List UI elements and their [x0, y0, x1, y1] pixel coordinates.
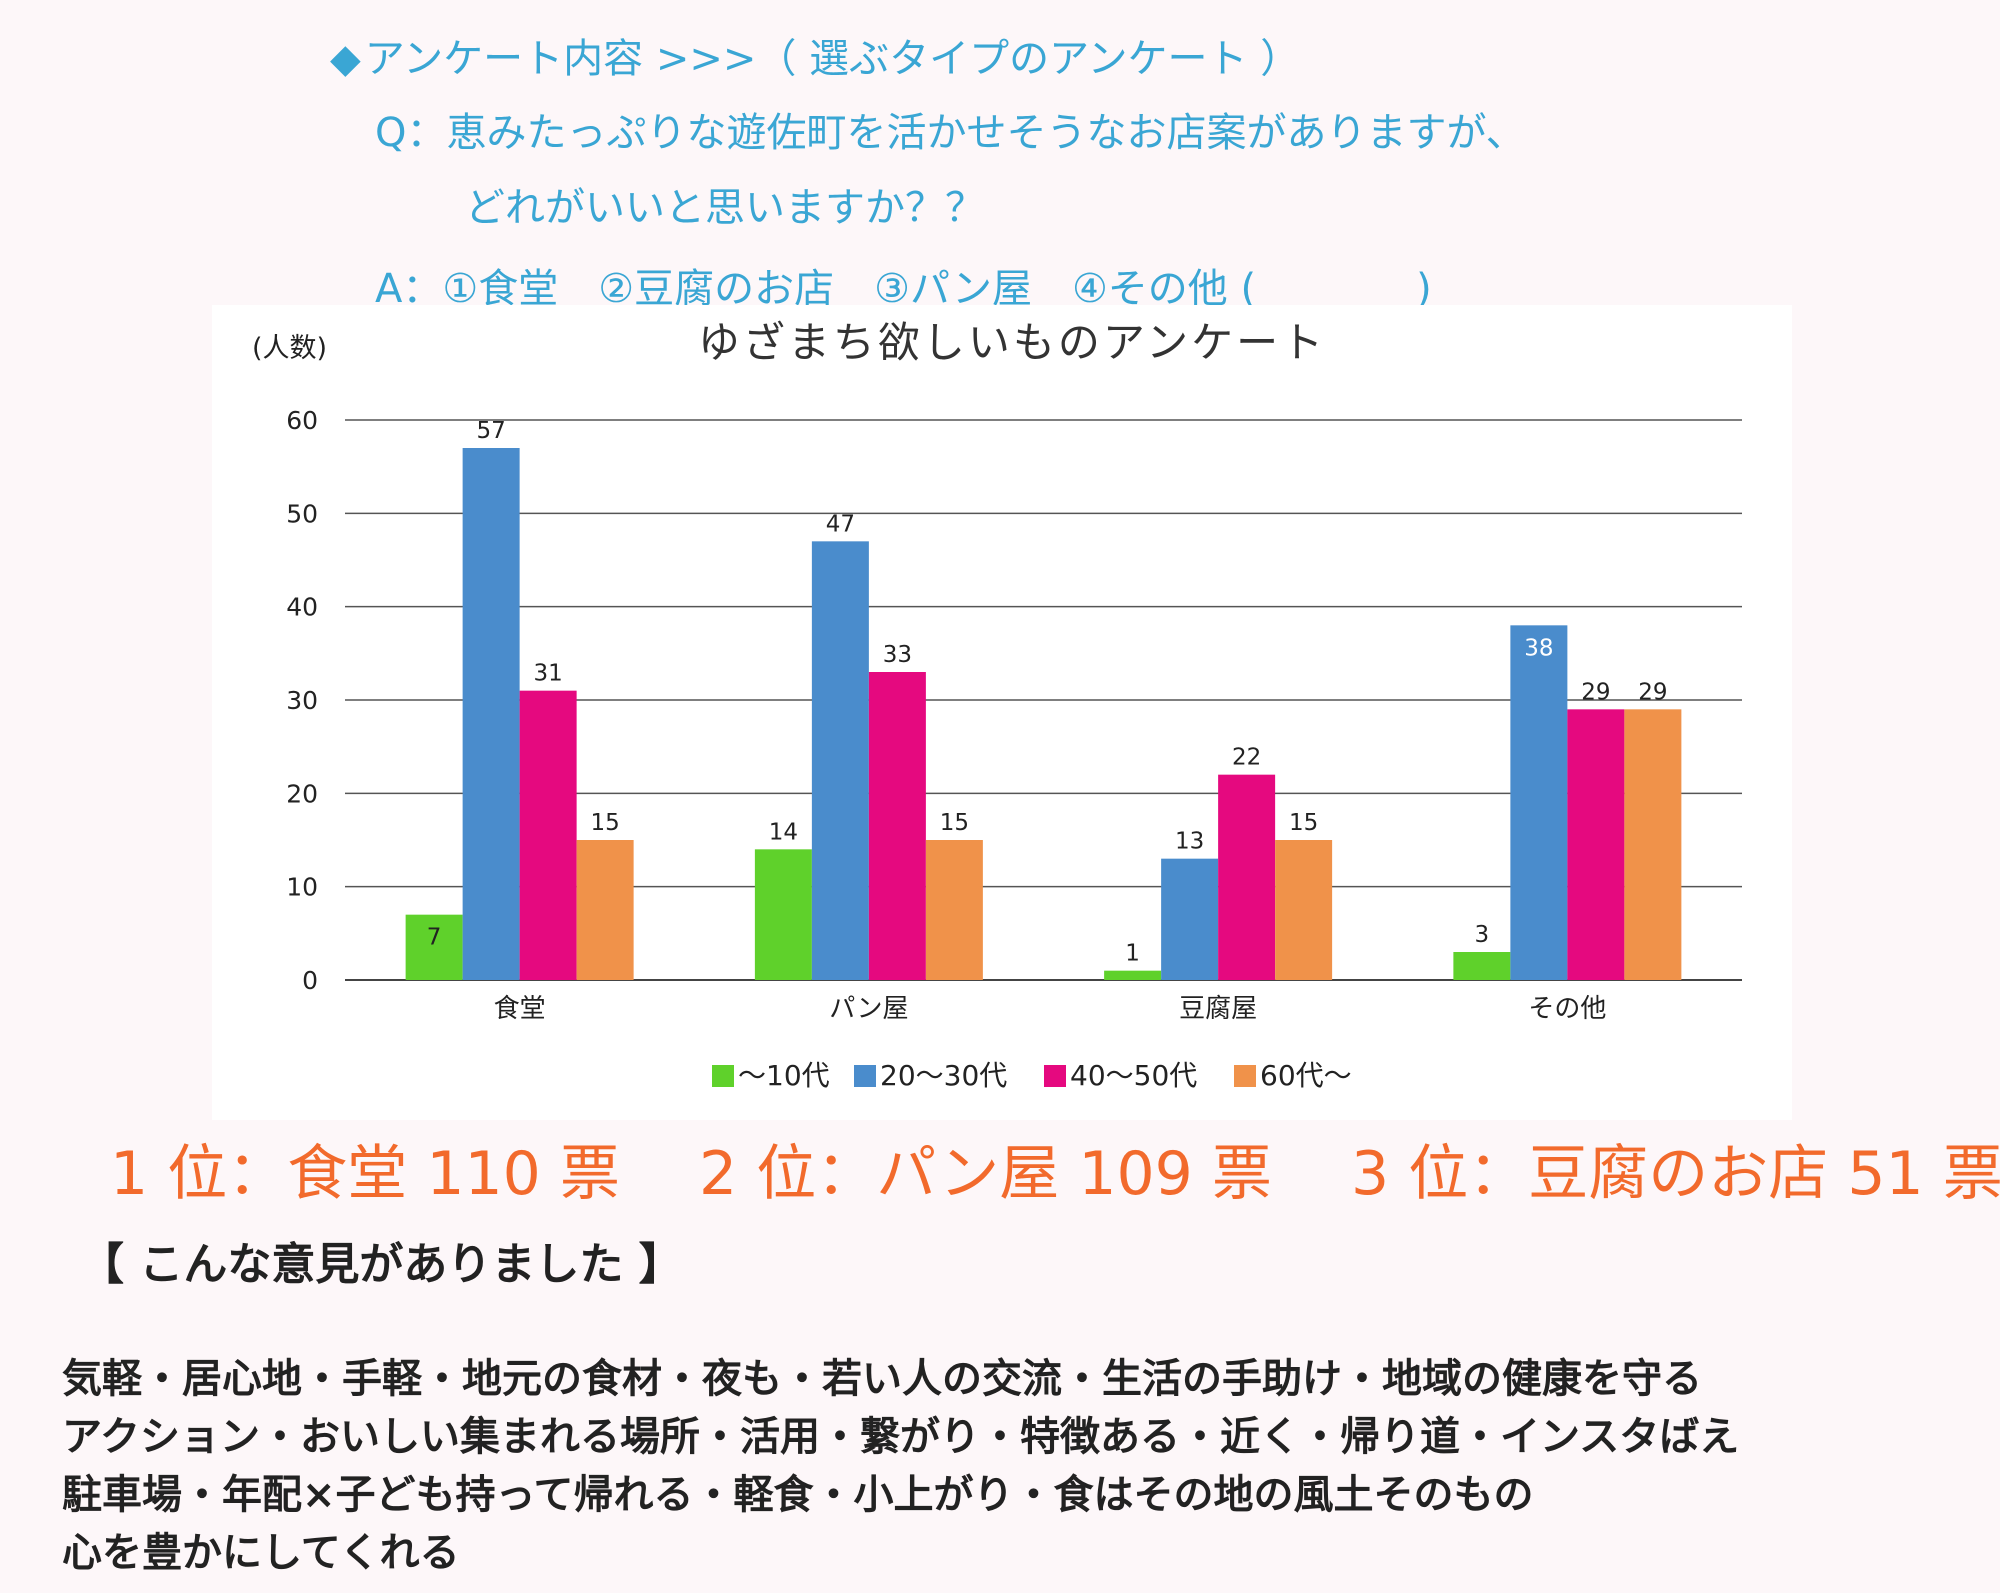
- bar: [1510, 625, 1568, 980]
- chart-panel: ゆざまち欲しいものアンケート (人数) 0 10 20 30 40 50 60 7 57 31 15 食堂…: [212, 305, 1792, 1120]
- y-tick-label: 20: [286, 779, 318, 808]
- opinions-list: 気軽・居心地・手軽・地元の食材・夜も・若い人の交流・生活の手助け・地域の健康を守…: [62, 1350, 1739, 1582]
- chart-title: ゆざまち欲しいものアンケート: [698, 318, 1326, 367]
- x-tick-label: その他: [1528, 994, 1606, 1024]
- y-tick-label: 60: [286, 406, 318, 435]
- bar: [519, 690, 577, 980]
- y-axis-label: (人数): [252, 333, 327, 364]
- x-tick-label: 食堂: [494, 994, 546, 1024]
- x-tick-label: 豆腐屋: [1179, 994, 1257, 1024]
- legend-swatch: [854, 1065, 876, 1087]
- bar: [868, 672, 926, 980]
- opinions-line: 心を豊かにしてくれる: [62, 1530, 460, 1576]
- legend-label: 20〜30代: [880, 1059, 1007, 1092]
- data-label: 14: [769, 819, 798, 845]
- bar: [462, 448, 520, 980]
- bar: [576, 840, 634, 980]
- ranking-first: 1 位：食堂 110 票: [110, 1139, 620, 1209]
- data-label: 29: [1638, 679, 1667, 705]
- data-label: 33: [883, 642, 912, 668]
- bar: [1453, 952, 1511, 980]
- bar: [1624, 709, 1682, 980]
- y-tick-label: 40: [286, 593, 318, 622]
- data-label: 38: [1524, 635, 1553, 661]
- survey-question-line2: どれがいいと思いますか？？: [465, 185, 985, 231]
- ranking-third: 3 位：豆腐のお店 51 票: [1351, 1139, 2000, 1209]
- bar: [811, 541, 869, 980]
- data-label: 15: [590, 810, 619, 836]
- data-label: 47: [826, 511, 855, 537]
- bar: [1218, 774, 1276, 980]
- bar: [1567, 709, 1625, 980]
- y-tick-label: 30: [286, 686, 318, 715]
- data-label: 15: [940, 810, 969, 836]
- data-label: 7: [427, 925, 442, 951]
- legend-swatch: [712, 1065, 734, 1087]
- bar: [1275, 840, 1333, 980]
- bar-chart: ゆざまち欲しいものアンケート(人数)01020304050607573115食堂…: [252, 318, 1742, 1092]
- data-label: 29: [1581, 679, 1610, 705]
- legend-swatch: [1234, 1065, 1256, 1087]
- ranking-summary: 1 位：食堂 110 票 2 位：パン屋 109 票 3 位：豆腐のお店 51 …: [110, 1125, 2000, 1212]
- y-tick-label: 0: [302, 966, 318, 995]
- survey-answer-options: A：①食堂 ②豆腐のお店 ③パン屋 ④その他 ( ): [375, 266, 1432, 312]
- data-label: 13: [1175, 829, 1204, 855]
- bar: [405, 914, 463, 980]
- survey-heading-text: アンケート内容 >>>（ 選ぶタイプのアンケート ）: [364, 36, 1301, 82]
- survey-question-line1: Q：恵みたっぷりな遊佐町を活かせそうなお店案がありますが、: [375, 110, 1526, 156]
- legend-swatch: [1044, 1065, 1066, 1087]
- data-label: 3: [1475, 922, 1490, 948]
- y-tick-label: 10: [286, 873, 318, 902]
- x-tick-label: パン屋: [829, 994, 908, 1024]
- legend-label: 40〜50代: [1070, 1059, 1197, 1092]
- data-label: 15: [1289, 810, 1318, 836]
- bar: [1104, 970, 1162, 980]
- data-label: 22: [1232, 745, 1261, 771]
- data-label: 57: [476, 418, 505, 444]
- ranking-second: 2 位：パン屋 109 票: [699, 1139, 1272, 1209]
- diamond-icon: ◆: [330, 36, 361, 82]
- legend-label: 〜10代: [738, 1059, 830, 1092]
- legend-label: 60代〜: [1260, 1059, 1352, 1092]
- opinions-title: 【 こんな意見がありました 】: [80, 1239, 683, 1290]
- data-label: 1: [1125, 941, 1140, 967]
- y-tick-label: 50: [286, 499, 318, 528]
- opinions-line: 駐車場・年配×子ども持って帰れる・軽食・小上がり・食はその地の風土そのもの: [62, 1472, 1534, 1518]
- bar: [754, 849, 812, 980]
- opinions-line: アクション・おいしい集まれる場所・活用・繋がり・特徴ある・近く・帰り道・インスタ…: [62, 1414, 1740, 1460]
- survey-heading: ◆ アンケート内容 >>>（ 選ぶタイプのアンケート ）: [330, 26, 1300, 84]
- bar: [1161, 858, 1219, 980]
- opinions-line: 気軽・居心地・手軽・地元の食材・夜も・若い人の交流・生活の手助け・地域の健康を守…: [62, 1356, 1702, 1402]
- bar: [925, 840, 983, 980]
- data-label: 31: [533, 661, 562, 687]
